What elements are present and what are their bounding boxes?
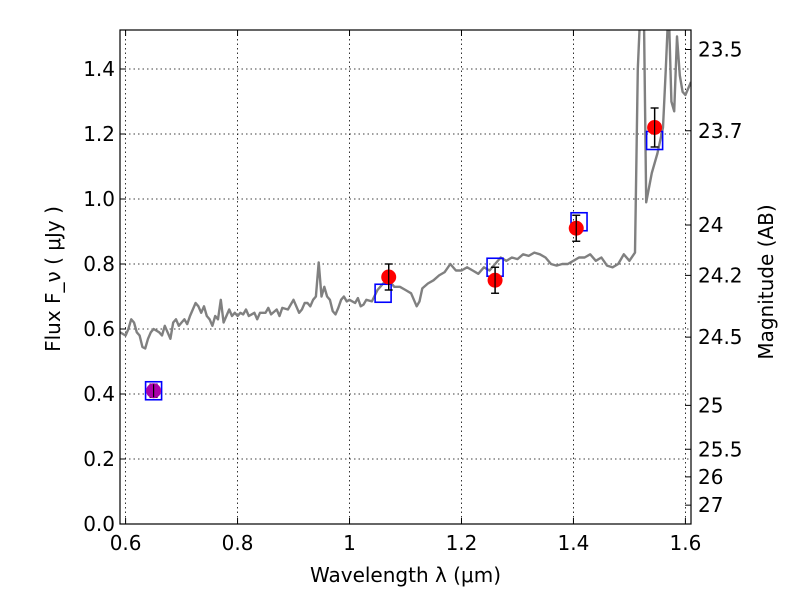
y2-tick-label: 24.2 xyxy=(698,263,743,287)
model-flux-square xyxy=(144,380,163,401)
x-tick-label: 1 xyxy=(343,531,356,555)
x-axis-title: Wavelength λ (μm) xyxy=(310,563,501,587)
spectrum-line xyxy=(120,30,691,350)
y-tick-label: 1.2 xyxy=(83,122,115,146)
grid-lines xyxy=(120,30,691,525)
axis-ticks xyxy=(120,30,691,525)
x-tick-label: 1.4 xyxy=(558,531,590,555)
y2-tick-label: 26 xyxy=(698,465,723,489)
y2-tick-label: 23.7 xyxy=(698,119,743,143)
x-tick-label: 0.6 xyxy=(110,531,142,555)
y-tick-label: 0.8 xyxy=(83,252,115,276)
y-tick-label: 0.0 xyxy=(83,512,115,536)
template-spectrum xyxy=(120,30,691,350)
data-points xyxy=(144,107,664,401)
y2-tick-label: 24.5 xyxy=(698,325,743,349)
x-tick-label: 0.8 xyxy=(222,531,254,555)
model-flux-square xyxy=(374,283,392,304)
y2-tick-label: 25 xyxy=(698,393,723,417)
y2-axis-title: Magnitude (AB) xyxy=(754,204,778,359)
y2-tick-label: 27 xyxy=(698,493,723,517)
x-tick-label: 1.6 xyxy=(669,531,701,555)
x-tick-label: 1.2 xyxy=(446,531,478,555)
y-tick-label: 1.0 xyxy=(83,187,115,211)
y-axis-title: Flux F_ν ( μJy ) xyxy=(41,206,65,352)
y2-tick-label: 25.5 xyxy=(698,437,743,461)
y2-tick-label: 24 xyxy=(698,213,723,237)
y-tick-label: 0.2 xyxy=(83,447,115,471)
y-tick-label: 0.4 xyxy=(83,382,115,406)
tick-labels: 0.6 0.8 1 1.2 1.4 1.6 0.0 0.2 0.4 0.6 0.8 1.0 1.2 1.4… xyxy=(83,38,742,556)
y2-tick-label: 23.5 xyxy=(698,38,743,62)
plot-frame xyxy=(119,29,692,525)
y-tick-label: 0.6 xyxy=(83,317,115,341)
y-tick-label: 1.4 xyxy=(83,57,115,81)
